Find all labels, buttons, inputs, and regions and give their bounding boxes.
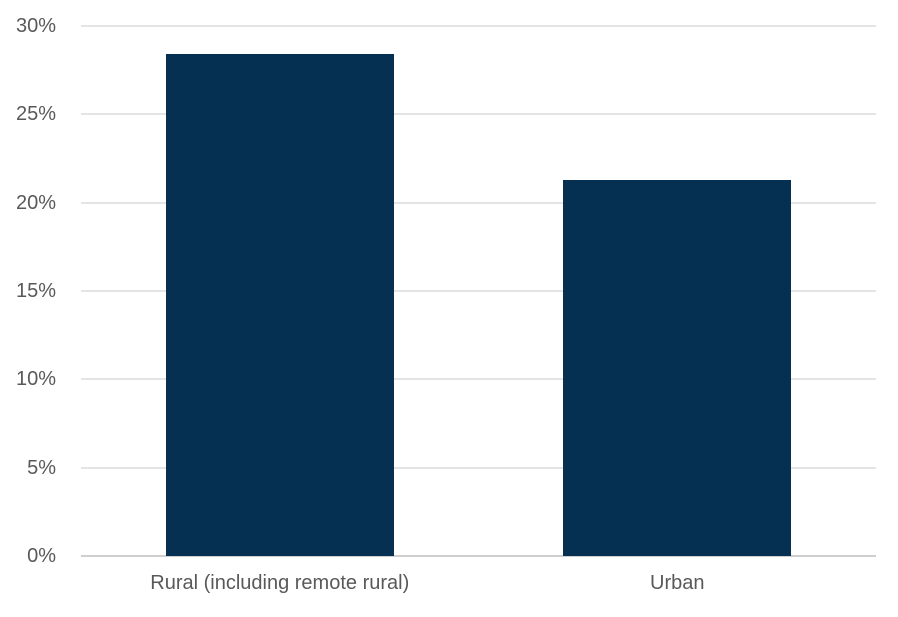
y-tick-label: 30% xyxy=(15,15,56,37)
x-tick-label-urban: Urban xyxy=(650,572,705,594)
y-tick-label: 10% xyxy=(15,368,56,391)
y-tick-label: 25% xyxy=(15,103,56,126)
x-axis-tick-labels: Rural (including remote rural) Urban xyxy=(81,570,876,596)
gridline xyxy=(81,201,876,204)
y-tick-label: 5% xyxy=(27,456,56,479)
gridline xyxy=(81,466,876,469)
plot-area xyxy=(81,26,876,556)
y-tick-label: 0% xyxy=(27,545,56,567)
bar-rural xyxy=(165,54,394,556)
gridline xyxy=(81,378,876,381)
gridline xyxy=(81,113,876,116)
gridline xyxy=(81,290,876,292)
bar-urban xyxy=(563,179,792,556)
y-tick-label: 20% xyxy=(15,191,56,214)
y-tick-label: 15% xyxy=(15,280,56,302)
x-axis-line xyxy=(81,555,876,557)
x-tick-label-rural: Rural (including remote rural) xyxy=(150,572,410,594)
gridline xyxy=(81,25,876,27)
